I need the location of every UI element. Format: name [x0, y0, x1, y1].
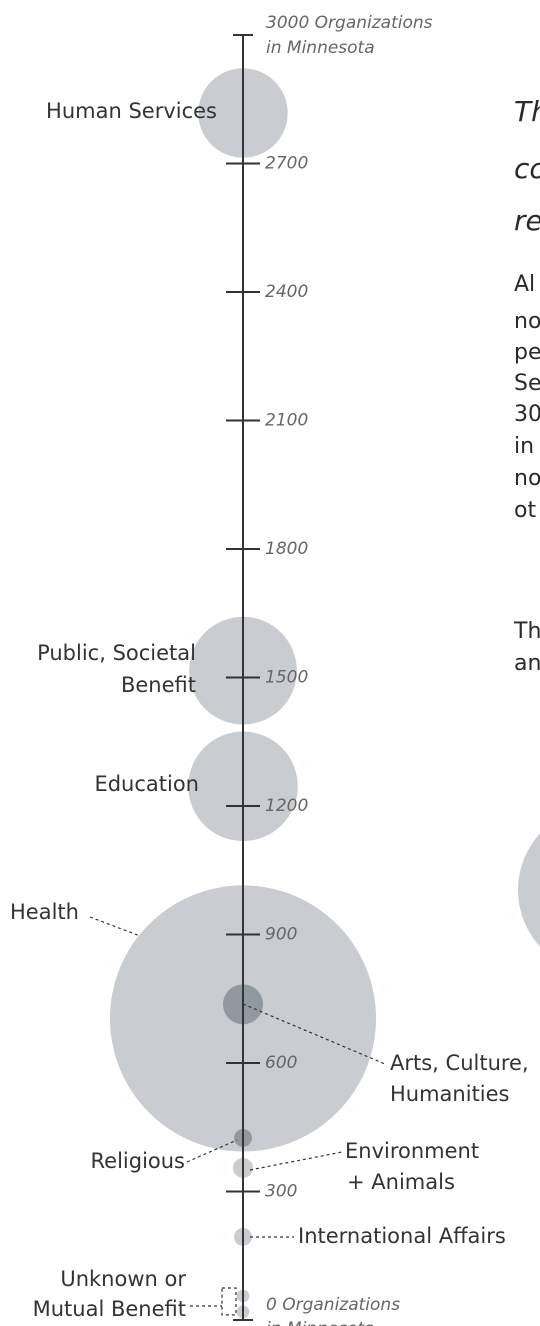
category-label: Education — [94, 772, 199, 796]
side-text: no — [514, 466, 540, 491]
side-text: pe — [514, 340, 540, 365]
side-text: 30 — [514, 402, 540, 427]
category-label: Human Services — [46, 99, 217, 123]
side-heading: re — [514, 204, 540, 237]
category-label: Unknown or — [60, 1267, 186, 1291]
side-text: an — [514, 651, 540, 676]
category-label: Arts, Culture, — [390, 1051, 529, 1075]
category-label: + Animals — [347, 1170, 455, 1194]
category-label: Public, Societal — [37, 641, 196, 665]
side-text: in — [514, 434, 534, 459]
y-tick-label: 2100 — [265, 411, 308, 431]
y-tick-label: 600 — [265, 1053, 297, 1073]
y-tick-label: 2400 — [265, 282, 308, 302]
side-heading: Th — [514, 95, 540, 128]
leader-line — [242, 1003, 386, 1065]
y-tick-label: 1200 — [265, 796, 308, 816]
y-tick-label: 1500 — [265, 668, 308, 688]
leader-line — [249, 1151, 343, 1171]
bracket — [190, 1287, 237, 1316]
leader-line — [89, 916, 141, 937]
y-tick-label: 3000 Organizations — [266, 13, 433, 33]
y-tick-label: 1800 — [265, 539, 308, 559]
category-label: Mutual Benefit — [33, 1297, 186, 1321]
category-label: Benefit — [121, 673, 196, 697]
category-label: Humanities — [390, 1082, 510, 1106]
side-text: Se — [514, 371, 540, 396]
side-text: Th — [513, 619, 540, 644]
y-tick-label: 0 Organizations — [266, 1295, 400, 1315]
category-label: Religious — [91, 1149, 186, 1173]
axis-note: in Minnesota — [266, 38, 375, 58]
y-tick-label: 900 — [265, 925, 297, 945]
side-text: no — [514, 309, 540, 334]
category-label: Environment — [345, 1139, 479, 1163]
side-heading: co — [514, 152, 540, 185]
category-label: International Affairs — [298, 1224, 506, 1248]
side-text: Al — [514, 272, 535, 297]
y-tick-label: 300 — [265, 1182, 297, 1202]
axis-note: in Minnesota — [266, 1319, 375, 1326]
y-tick-label: 2700 — [265, 154, 308, 174]
side-text: ot — [514, 498, 536, 523]
cropped-bubble — [518, 833, 540, 947]
category-label: Health — [10, 900, 79, 924]
